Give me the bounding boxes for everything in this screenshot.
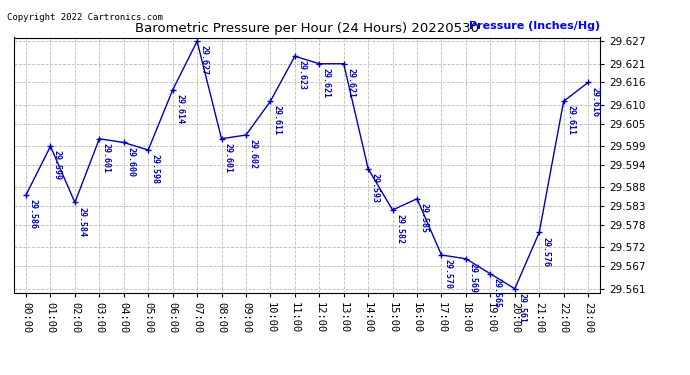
Text: 29.598: 29.598 [150,154,159,184]
Text: 29.616: 29.616 [591,87,600,117]
Text: 29.569: 29.569 [469,263,477,293]
Text: 29.570: 29.570 [444,259,453,289]
Text: 29.576: 29.576 [542,237,551,267]
Text: 29.599: 29.599 [53,150,62,180]
Text: 29.585: 29.585 [420,203,428,233]
Text: 29.565: 29.565 [493,278,502,308]
Text: 29.623: 29.623 [297,60,306,90]
Text: 29.611: 29.611 [566,105,575,135]
Text: 29.584: 29.584 [77,207,86,237]
Text: Copyright 2022 Cartronics.com: Copyright 2022 Cartronics.com [7,13,163,22]
Text: 29.561: 29.561 [518,293,526,323]
Text: 29.600: 29.600 [126,147,135,177]
Text: 29.601: 29.601 [102,143,111,173]
Text: 29.593: 29.593 [371,173,380,203]
Text: 29.602: 29.602 [248,139,257,169]
Text: 29.614: 29.614 [175,94,184,124]
Text: 29.601: 29.601 [224,143,233,173]
Text: 29.586: 29.586 [28,199,37,229]
Text: 29.621: 29.621 [346,68,355,98]
Text: 29.611: 29.611 [273,105,282,135]
Text: 29.582: 29.582 [395,214,404,244]
Title: Barometric Pressure per Hour (24 Hours) 20220530: Barometric Pressure per Hour (24 Hours) … [135,22,479,35]
Text: 29.627: 29.627 [199,45,208,75]
Text: 29.621: 29.621 [322,68,331,98]
Text: Pressure (Inches/Hg): Pressure (Inches/Hg) [469,21,600,31]
